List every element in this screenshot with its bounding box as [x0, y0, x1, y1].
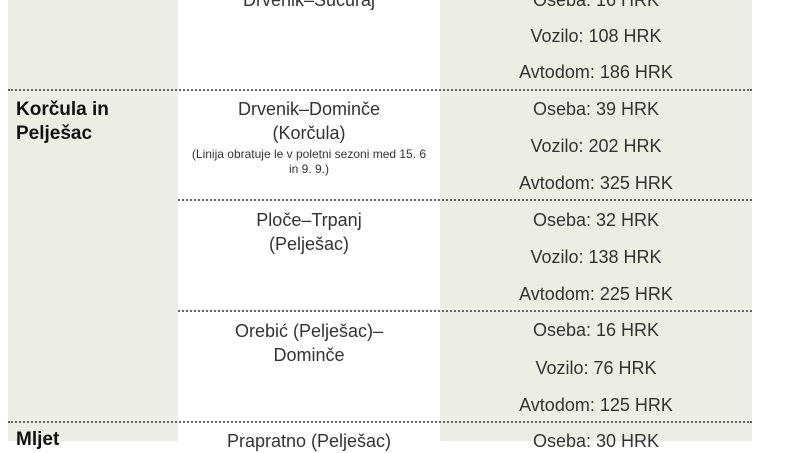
price-camper: Avtodom: 186 HRK: [519, 62, 673, 82]
price-vehicle: Vozilo: 76 HRK: [535, 358, 657, 378]
price-person: Oseba: 16 HRK: [532, 320, 660, 340]
region-name: Korčula in Pelješac: [16, 99, 109, 144]
row-divider: [8, 89, 752, 91]
route-name: Ploče–Trpanj (Pelješac): [256, 210, 362, 254]
route-name: Orebić (Pelješac)–Dominče: [234, 321, 384, 365]
price-vehicle: Vozilo: 108 HRK: [530, 26, 662, 46]
row-divider: [178, 199, 752, 201]
route-title: Drvenik–Dominče (Korčula): [237, 99, 381, 143]
row-divider: [178, 310, 752, 312]
price-vehicle: Vozilo: 202 HRK: [530, 136, 662, 156]
price-camper: Avtodom: 125 HRK: [519, 395, 673, 415]
region-column: [8, 0, 178, 441]
price-column: [440, 0, 752, 441]
price-person: Oseba: 39 HRK: [532, 99, 660, 119]
price-camper: Avtodom: 325 HRK: [519, 173, 673, 193]
route-name: Drvenik–Dominče (Korčula) (Linija obratu…: [178, 97, 440, 177]
price-person: Oseba: 30 HRK: [532, 431, 660, 451]
row-divider: [8, 421, 752, 423]
route-note: (Linija obratuje le v poletni sezoni med…: [191, 147, 427, 176]
price-person: Oseba: 32 HRK: [532, 210, 660, 230]
route-name: Drvenik–Sućuraj: [242, 0, 376, 10]
price-camper: Avtodom: 225 HRK: [519, 284, 673, 304]
price-person: Oseba: 16 HRK: [532, 0, 660, 10]
route-name: Prapratno (Pelješac): [226, 431, 392, 451]
region-name: Mljet: [16, 429, 60, 450]
price-vehicle: Vozilo: 138 HRK: [530, 247, 662, 267]
